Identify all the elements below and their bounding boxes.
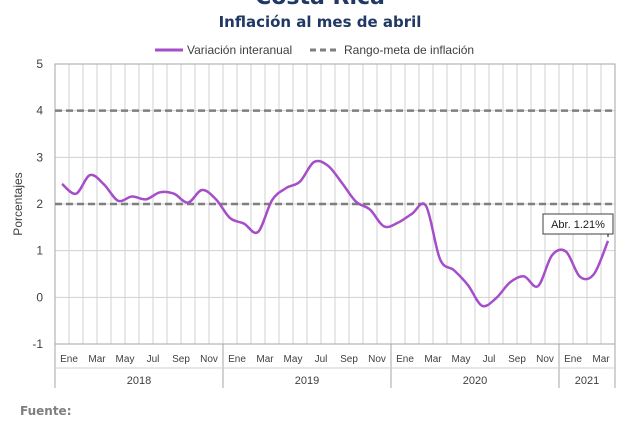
x-tick-label: Sep: [172, 354, 190, 365]
x-tick-label: Nov: [536, 354, 554, 365]
x-tick-label: Ene: [228, 354, 246, 365]
x-tick-label: Jul: [147, 354, 160, 365]
year-label: 2018: [127, 375, 151, 387]
x-tick-label: Ene: [60, 354, 78, 365]
y-tick-label: -1: [32, 337, 43, 351]
chart-title: Costa Rica: [0, 0, 640, 10]
year-label: 2019: [295, 375, 319, 387]
y-tick-label: 3: [36, 150, 43, 164]
annotation-box: [542, 213, 614, 235]
legend-label-rango: Rango-meta de inflación: [344, 43, 474, 57]
x-tick-label: Sep: [508, 354, 526, 365]
y-tick-label: 4: [36, 104, 43, 118]
x-tick-label: Mar: [424, 354, 442, 365]
y-axis-label: Porcentajes: [11, 172, 25, 235]
x-tick-label: Nov: [200, 354, 218, 365]
x-tick-label: Sep: [340, 354, 358, 365]
x-tick-label: Ene: [564, 354, 582, 365]
y-tick-label: 0: [36, 290, 43, 304]
x-tick-label: Nov: [368, 354, 386, 365]
x-tick-label: May: [284, 354, 303, 365]
x-tick-label: Jul: [483, 354, 496, 365]
x-tick-label: Ene: [396, 354, 414, 365]
annotation-label: Abr. 1.21%: [551, 219, 605, 231]
x-tick-label: Jul: [315, 354, 328, 365]
y-tick-label: 5: [36, 57, 43, 71]
x-tick-label: Mar: [256, 354, 274, 365]
series-line-variacion-interanual: [61, 159, 610, 308]
x-tick-label: May: [452, 354, 471, 365]
x-tick-label: Mar: [88, 354, 106, 365]
legend-label-variacion: Variación interanual: [187, 43, 292, 57]
year-label: 2021: [575, 375, 599, 387]
y-tick-label: 2: [36, 197, 43, 211]
source-label: Fuente:: [20, 404, 72, 418]
y-tick-label: 1: [36, 244, 43, 258]
x-tick-label: May: [116, 354, 135, 365]
year-label: 2020: [463, 375, 487, 387]
x-tick-label: Mar: [592, 354, 610, 365]
chart-subtitle: Inflación al mes de abril: [218, 13, 422, 31]
